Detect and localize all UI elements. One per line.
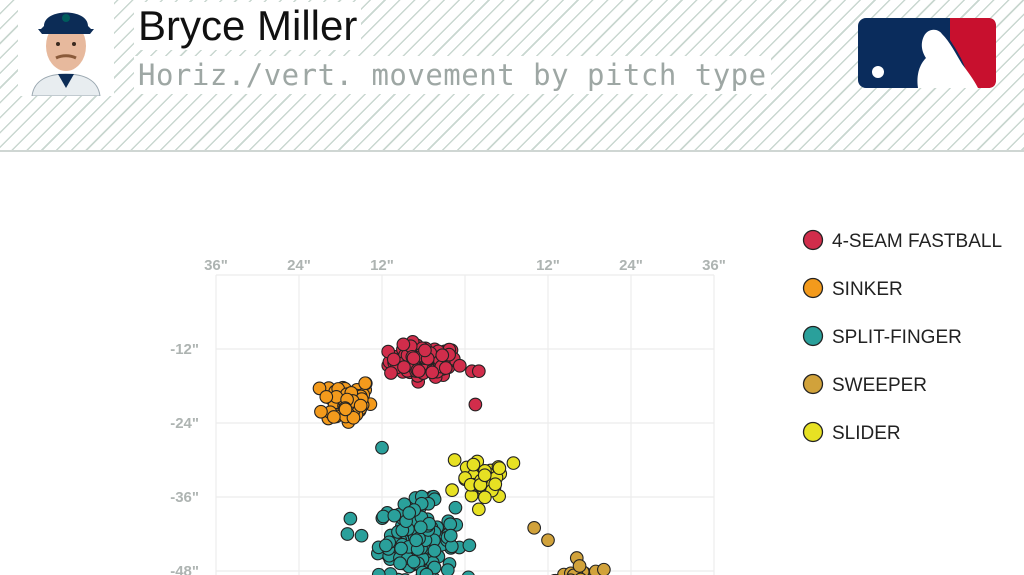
data-point	[438, 361, 453, 375]
data-point	[468, 397, 483, 412]
data-point	[314, 404, 328, 419]
data-point	[383, 567, 398, 575]
data-point	[354, 528, 369, 543]
y-tick-label: -24"	[170, 415, 199, 432]
x-tick-label: 12"	[370, 257, 394, 274]
chart-subtitle: Horiz./vert. movement by pitch type	[134, 56, 771, 94]
legend-label: SWEEPER	[832, 375, 927, 396]
legend-label: SINKER	[832, 279, 903, 300]
data-point	[340, 527, 355, 541]
data-point	[462, 538, 477, 553]
data-point	[425, 365, 440, 380]
data-point	[394, 541, 408, 556]
data-point	[397, 360, 411, 374]
data-point	[478, 490, 492, 505]
data-point	[527, 520, 542, 535]
legend-label: SLIDER	[832, 423, 901, 444]
data-point	[384, 366, 398, 380]
x-tick-label: 24"	[619, 257, 643, 274]
data-point	[409, 533, 423, 548]
data-point	[418, 343, 432, 358]
chart-legend: 4-SEAM FASTBALL SINKER SPLIT-FINGER SWEEPER…	[802, 229, 1002, 444]
header: Bryce Miller Horiz./vert. movement by pi…	[0, 0, 1024, 152]
data-point	[386, 352, 401, 367]
data-point	[448, 500, 463, 515]
data-point	[572, 559, 587, 573]
data-point	[541, 533, 555, 548]
data-point	[402, 506, 417, 520]
mlb-logo	[858, 18, 996, 88]
data-point	[353, 398, 368, 413]
data-point	[371, 567, 386, 575]
series-4-seam-fastball	[381, 334, 486, 412]
y-tick-label: -48"	[170, 563, 199, 575]
legend-swatch	[802, 277, 824, 299]
data-point	[477, 468, 492, 483]
series-sweeper	[527, 520, 611, 575]
data-point	[387, 508, 402, 523]
x-tick-label: 36"	[702, 257, 726, 274]
data-point	[471, 502, 486, 517]
x-tick-label: 12"	[536, 257, 560, 274]
data-point	[379, 538, 393, 553]
y-tick-label: -12"	[170, 341, 199, 358]
data-point	[445, 483, 459, 497]
player-avatar	[18, 0, 114, 96]
data-point	[411, 364, 426, 378]
data-point	[443, 517, 458, 532]
data-point	[488, 477, 503, 492]
data-point	[427, 543, 442, 558]
data-point	[406, 351, 421, 366]
data-point	[406, 554, 421, 569]
data-point	[443, 528, 458, 543]
x-tick-label: 36"	[204, 257, 228, 274]
data-point	[466, 457, 481, 472]
data-point	[492, 461, 507, 475]
legend-swatch	[802, 373, 824, 395]
legend-swatch	[802, 421, 824, 443]
series-slider	[445, 453, 521, 517]
data-point	[471, 364, 486, 379]
x-tick-label: 24"	[287, 257, 311, 274]
data-point	[393, 556, 407, 571]
chart-ticks: 36" 24" 12" 12" 24" 36" -12" -24" -36" -48"	[170, 257, 726, 575]
player-name: Bryce Miller	[134, 2, 362, 50]
data-point	[326, 410, 341, 424]
data-point	[461, 570, 475, 575]
data-point	[375, 440, 389, 455]
data-point	[506, 456, 521, 470]
legend-swatch	[802, 325, 824, 347]
chart-grid	[215, 274, 715, 575]
data-point	[452, 358, 467, 373]
data-point	[447, 453, 462, 467]
data-point	[346, 410, 361, 425]
chart-points	[312, 334, 611, 575]
legend-label: 4-SEAM FASTBALL	[832, 231, 1002, 252]
data-point	[338, 402, 353, 417]
series-split-finger	[340, 440, 477, 575]
legend-swatch	[802, 229, 824, 251]
series-sinker	[312, 376, 378, 429]
data-point	[597, 562, 611, 575]
data-point	[435, 348, 450, 363]
data-point	[343, 511, 358, 526]
y-tick-label: -36"	[170, 489, 199, 506]
data-point	[319, 390, 334, 404]
legend-label: SPLIT-FINGER	[832, 327, 962, 348]
data-point	[358, 376, 373, 391]
data-point	[413, 520, 428, 535]
data-point	[440, 563, 455, 575]
movement-chart: 36" 24" 12" 12" 24" 36" -12" -24" -36" -48" 4-SEA…	[170, 229, 1002, 575]
data-point	[396, 337, 411, 352]
